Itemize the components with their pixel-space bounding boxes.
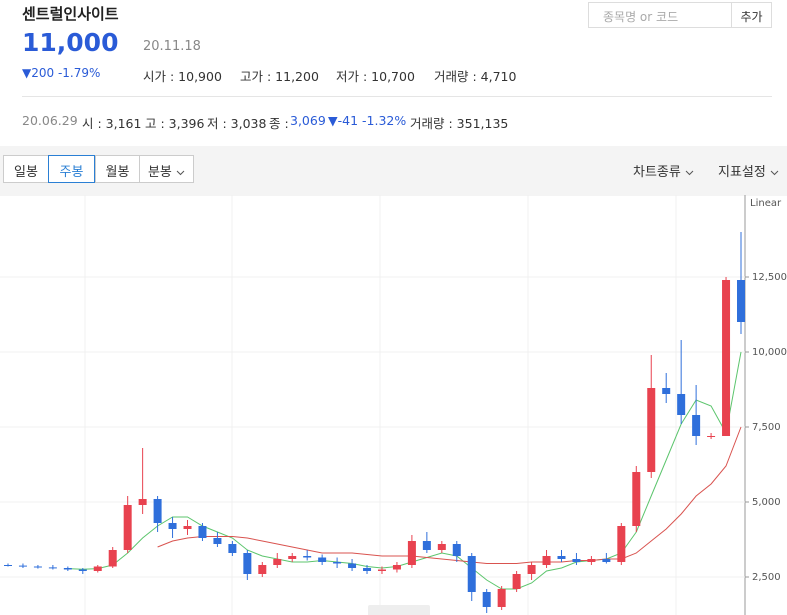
candle-body	[123, 505, 132, 550]
tab[interactable]: 월봉	[95, 155, 140, 183]
candle-body	[303, 556, 312, 558]
tab-label: 분봉	[147, 165, 172, 180]
candle-body	[78, 569, 87, 571]
candle-body	[602, 559, 611, 562]
chevron	[770, 170, 779, 176]
date: 20.11.18	[143, 39, 201, 54]
summary-change: ▼-41 -1.32%	[328, 113, 407, 128]
tab-label: 일봉	[14, 165, 38, 180]
candle-body	[722, 280, 731, 436]
candle-body	[33, 566, 42, 568]
chart-type-menu[interactable]: 차트종류	[633, 161, 694, 180]
candle-body	[392, 565, 401, 570]
candle-body	[377, 569, 386, 571]
candle-body	[677, 394, 686, 415]
stat: 시가 : 10,900	[143, 69, 222, 84]
scale-label: Linear	[750, 198, 782, 209]
candle-body	[737, 280, 745, 322]
y-tick-label: 2,500	[752, 572, 781, 583]
summary-date: 20.06.29	[22, 113, 78, 128]
candle-body	[467, 556, 476, 592]
candle-body	[243, 553, 252, 574]
tab[interactable]: 분봉	[139, 155, 194, 183]
search-input[interactable]: 종목명 or 코드	[588, 2, 732, 28]
change: ▼200 -1.79%	[22, 66, 101, 80]
vertical-grid	[84, 195, 677, 615]
moving-average	[157, 426, 742, 564]
candle-body	[288, 556, 297, 559]
y-tick-label: 7,500	[752, 422, 781, 433]
candle-body	[557, 556, 566, 559]
summary-close: 3,069	[290, 113, 326, 128]
candle-body	[482, 592, 491, 607]
candle-body	[452, 544, 461, 556]
price: 11,000	[22, 28, 119, 57]
candle-body	[333, 562, 342, 564]
moving-average	[67, 351, 742, 590]
chart: Linear 2,500 5,000 7,500 10,000 12,500	[0, 195, 787, 615]
add-button[interactable]: 추가	[732, 2, 772, 28]
candle-body	[48, 567, 57, 569]
candle-body	[527, 565, 536, 574]
candle-body	[572, 559, 581, 562]
candle-body	[707, 436, 716, 437]
summary-item: 종 :	[269, 116, 289, 131]
candle-body	[4, 565, 12, 566]
summary-item: 저 : 3,038	[207, 116, 267, 131]
candle-body	[632, 472, 641, 526]
scroll-handle[interactable]	[368, 605, 430, 615]
y-tick-label: 10,000	[752, 347, 787, 358]
candle-body	[138, 499, 147, 505]
indicator-menu[interactable]: 지표설정	[718, 161, 779, 180]
stock-name: 센트럴인사이트	[22, 5, 119, 23]
candle-body	[422, 541, 431, 550]
summary-item: 고 : 3,396	[145, 116, 205, 131]
candle-body	[168, 523, 177, 529]
menu-label: 차트종류	[633, 165, 681, 180]
y-tick-label: 5,000	[752, 497, 781, 508]
candle-body	[617, 526, 626, 562]
y-tick-label: 12,500	[752, 272, 787, 283]
candle-body	[348, 563, 357, 568]
candle-body	[437, 544, 446, 550]
candle-body	[542, 556, 551, 565]
summary-item: 시 : 3,161	[82, 116, 142, 131]
candle-body	[258, 565, 267, 574]
candle-body	[93, 566, 102, 571]
candle-body	[647, 388, 656, 472]
separator	[22, 96, 772, 97]
candle-body	[153, 499, 162, 523]
tab[interactable]: 주봉	[48, 155, 95, 183]
candle-body	[692, 415, 701, 436]
candle-body	[228, 544, 237, 553]
candle-body	[407, 541, 416, 565]
candle-body	[273, 559, 282, 565]
candle-body	[108, 550, 117, 567]
chevron	[685, 170, 694, 176]
candle-body	[18, 565, 27, 567]
tab[interactable]: 일봉	[3, 155, 49, 183]
stat: 저가 : 10,700	[336, 69, 415, 84]
candle-body	[512, 574, 521, 589]
candle-body	[363, 568, 372, 571]
stat: 고가 : 11,200	[240, 69, 319, 84]
tab-label: 월봉	[105, 165, 130, 180]
candle-body	[183, 526, 192, 529]
candle-body	[213, 538, 222, 544]
chevron	[176, 170, 185, 176]
summary-volume: 거래량 : 351,135	[410, 116, 509, 131]
candle-body	[497, 589, 506, 607]
candle-body	[63, 568, 72, 570]
stat: 거래량 : 4,710	[434, 69, 517, 84]
candle-body	[318, 557, 327, 562]
tab-label: 주봉	[59, 165, 84, 180]
candle-body	[662, 388, 671, 394]
menu-label: 지표설정	[718, 165, 766, 180]
candle-body	[587, 559, 596, 562]
candle-body	[198, 526, 207, 538]
